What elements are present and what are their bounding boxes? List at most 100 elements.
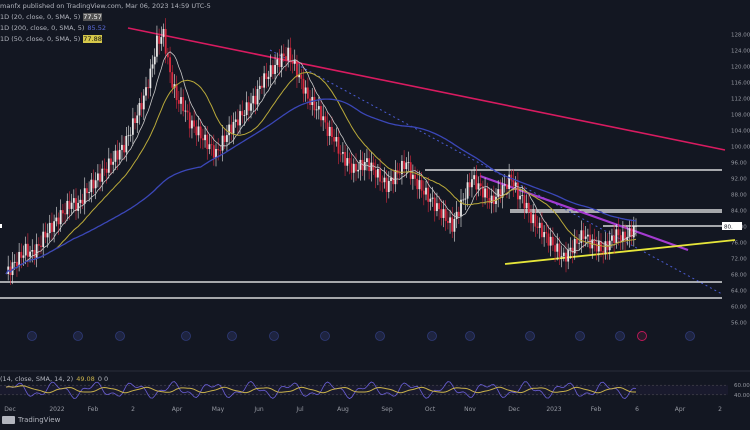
candle-body: [593, 239, 596, 244]
candle-body: [390, 177, 392, 181]
candle-body: [512, 180, 515, 187]
candle-body: [392, 177, 395, 185]
candle-body: [387, 180, 390, 193]
candle-body: [125, 135, 128, 153]
candle-body: [245, 102, 248, 116]
candle-body: [199, 126, 202, 139]
candle-body: [446, 220, 449, 223]
candle-body: [615, 229, 618, 244]
x-tick-label: 2: [718, 406, 722, 413]
candle-body: [565, 252, 567, 262]
candle-body: [31, 250, 34, 252]
candle-body: [536, 226, 539, 228]
candle-body: [328, 126, 331, 136]
candle-body: [302, 78, 305, 94]
ma-row-200: 1D (200, close, 0, SMA, 5) 85.52: [0, 24, 107, 32]
candle-body: [26, 243, 29, 257]
trendline-magenta: [127, 27, 726, 151]
candle-body: [379, 168, 381, 182]
candle-body: [422, 190, 425, 195]
candle-body: [497, 189, 500, 197]
candle-body: [600, 241, 602, 252]
candle-body: [247, 102, 250, 111]
candle-body: [123, 144, 126, 153]
candle-body: [571, 247, 574, 254]
candle-body: [258, 85, 261, 90]
candle-body: [254, 95, 257, 105]
candle-body: [201, 138, 204, 141]
sma-20-line: [5, 51, 637, 275]
candle-body: [527, 202, 530, 213]
tradingview-footer[interactable]: TradingView: [2, 416, 60, 424]
candle-body: [468, 182, 471, 188]
event-marker-icon: [27, 331, 37, 341]
candle-body: [464, 198, 467, 200]
candle-body: [103, 168, 106, 170]
candle-body: [569, 247, 572, 250]
candle-body: [261, 85, 263, 88]
candle-body: [344, 152, 346, 166]
candle-body: [114, 150, 117, 162]
y-tick-label: 96.00: [731, 161, 747, 167]
candle-body: [317, 106, 320, 110]
candle-body: [234, 119, 237, 122]
candle-body: [366, 158, 368, 163]
candle-body: [289, 47, 292, 62]
candle-body: [116, 150, 119, 160]
x-tick-label: Jul: [295, 406, 304, 413]
candle-body: [558, 243, 561, 257]
candle-body: [401, 160, 403, 175]
candle-body: [501, 185, 504, 198]
candle-body: [127, 135, 130, 137]
candle-body: [429, 198, 432, 202]
candle-body: [519, 195, 521, 200]
candle-body: [619, 235, 622, 242]
candle-body: [414, 174, 416, 179]
candle-body: [346, 158, 349, 166]
candle-body: [374, 169, 377, 178]
candle-body: [554, 245, 556, 252]
candle-body: [156, 35, 158, 57]
event-marker-icon: [375, 331, 385, 341]
candle-body: [508, 174, 511, 190]
candle-body: [611, 235, 613, 241]
candle-body: [449, 217, 451, 223]
candle-body: [182, 97, 185, 112]
candle-body: [236, 119, 239, 126]
y-tick-label: 68.00: [731, 273, 747, 279]
candle-body: [149, 68, 152, 89]
x-tick-label: Apr: [172, 406, 183, 413]
candle-body: [597, 241, 600, 252]
event-marker-icon: [427, 331, 437, 341]
candle-body: [451, 217, 454, 232]
x-tick-label: Aug: [337, 406, 349, 413]
rsi-tick-label: 40.00: [734, 393, 750, 399]
x-tick-label: May: [212, 406, 225, 413]
candle-body: [621, 231, 624, 242]
candle-body: [53, 221, 56, 232]
candle-body: [455, 211, 458, 220]
candle-body: [129, 134, 132, 136]
candle-body: [134, 118, 136, 124]
candle-body: [438, 203, 441, 210]
candle-body: [315, 109, 318, 111]
candle-body: [226, 135, 228, 142]
candle-body: [324, 116, 327, 123]
candle-body: [411, 174, 414, 179]
candle-body: [86, 188, 88, 194]
y-tick-label: 88.00: [731, 193, 747, 199]
y-tick-label: 124.00: [731, 49, 750, 55]
candle-body: [350, 163, 353, 173]
candle-body: [169, 57, 171, 73]
candle-body: [436, 203, 438, 212]
x-tick-label: 2023: [546, 406, 561, 413]
y-tick-label: 108.00: [731, 113, 750, 119]
candle-body: [333, 137, 336, 142]
y-tick-label: 72.00: [731, 257, 747, 263]
candle-body: [177, 100, 180, 104]
candle-body: [608, 240, 611, 251]
candle-body: [322, 116, 325, 121]
y-tick-label: 120.00: [731, 65, 750, 71]
